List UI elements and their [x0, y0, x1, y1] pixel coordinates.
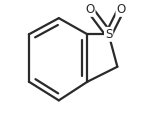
Text: S: S	[105, 28, 112, 41]
Text: O: O	[85, 3, 95, 16]
Text: O: O	[117, 3, 126, 16]
